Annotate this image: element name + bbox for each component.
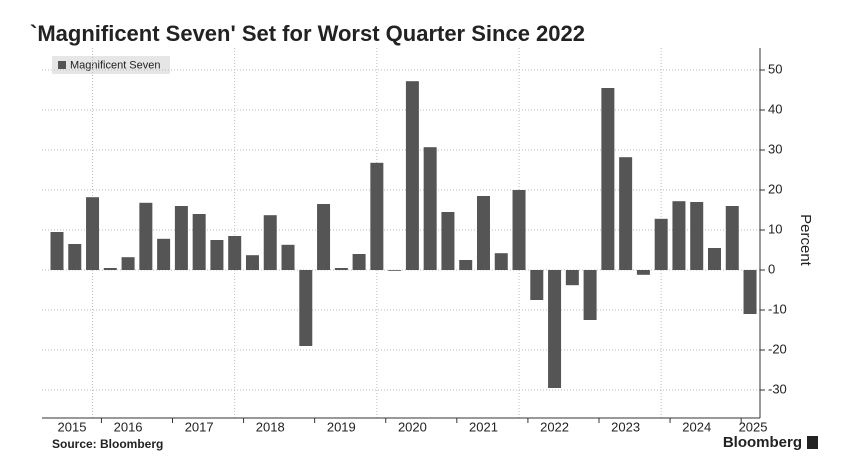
- x-tick-label: 2022: [540, 419, 569, 434]
- bar: [530, 270, 544, 300]
- x-tick-label: 2015: [58, 419, 87, 434]
- bar: [388, 270, 402, 271]
- chart-title: `Magnificent Seven' Set for Worst Quarte…: [30, 21, 585, 46]
- x-tick-label: 2017: [185, 419, 214, 434]
- x-tick-label: 2020: [398, 419, 427, 434]
- bar: [103, 268, 117, 270]
- source: Source: Bloomberg: [52, 437, 163, 451]
- bar: [174, 206, 188, 270]
- bar: [334, 268, 348, 270]
- bar: [68, 244, 82, 270]
- y-tick-label: -10: [768, 301, 787, 316]
- x-tick-label: 2024: [682, 419, 711, 434]
- x-tick-label: 2018: [256, 419, 285, 434]
- bar: [441, 212, 455, 270]
- bar: [565, 270, 579, 286]
- y-axis-label: Percent: [797, 214, 814, 267]
- y-tick-label: -30: [768, 381, 787, 396]
- bar: [317, 204, 331, 270]
- bar: [619, 157, 633, 270]
- bar: [157, 238, 171, 270]
- y-tick-label: 0: [768, 261, 775, 276]
- bar: [121, 257, 135, 270]
- bar: [690, 202, 704, 270]
- bar: [654, 218, 668, 270]
- bar: [476, 196, 490, 270]
- bar: [50, 232, 64, 270]
- x-tick-label: 2019: [327, 419, 356, 434]
- brand-icon: [807, 436, 818, 449]
- legend-label: Magnificent Seven: [70, 59, 161, 71]
- bar: [601, 88, 615, 270]
- y-tick-label: 40: [768, 101, 782, 116]
- bar: [192, 214, 206, 270]
- bar: [707, 248, 721, 270]
- x-tick-label: 2016: [114, 419, 143, 434]
- bar: [548, 270, 562, 388]
- bar: [725, 206, 739, 270]
- y-tick-label: 10: [768, 221, 782, 236]
- bar: [583, 270, 597, 320]
- bar: [281, 244, 295, 270]
- y-tick-label: 30: [768, 141, 782, 156]
- bar: [636, 270, 650, 275]
- y-tick-label: 50: [768, 61, 782, 76]
- x-tick-label: 2025: [739, 419, 768, 434]
- bar: [299, 270, 313, 346]
- x-tick-label: 2023: [611, 419, 640, 434]
- bar: [370, 162, 384, 270]
- bar: [459, 260, 473, 270]
- y-tick-label: -20: [768, 341, 787, 356]
- x-tick-label: 2021: [469, 419, 498, 434]
- bar: [86, 197, 100, 270]
- bar: [228, 236, 242, 270]
- bar: [512, 190, 526, 270]
- bar: [139, 202, 153, 270]
- bar: [405, 81, 419, 270]
- brand: Bloomberg: [723, 434, 802, 451]
- legend-swatch: [58, 61, 66, 69]
- y-tick-label: 20: [768, 181, 782, 196]
- bar: [352, 254, 366, 270]
- bar: [263, 215, 277, 270]
- bar: [672, 201, 686, 270]
- bar: [743, 270, 757, 314]
- bar: [245, 255, 259, 270]
- bar: [423, 147, 437, 270]
- bar: [494, 253, 508, 270]
- bar: [210, 240, 224, 270]
